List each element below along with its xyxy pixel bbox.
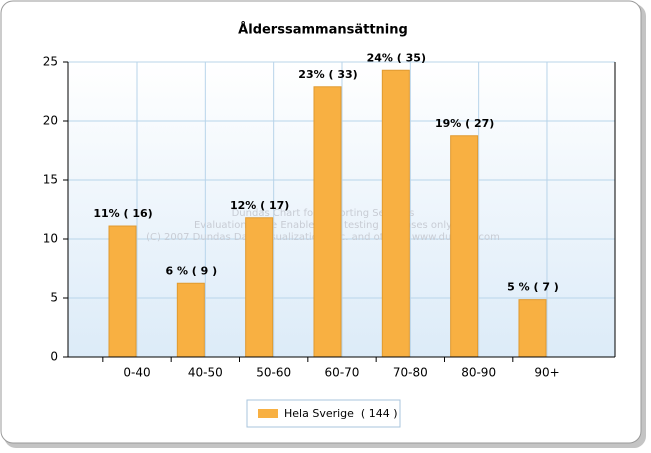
value-label: 24% ( 35) [367, 51, 426, 64]
legend [246, 399, 401, 428]
bar [450, 135, 479, 358]
y-tick-label: 0 [50, 350, 58, 364]
y-tick-label: 15 [43, 173, 58, 187]
value-label: 6 % ( 9 ) [165, 264, 217, 277]
value-label: 19% ( 27) [435, 117, 494, 130]
y-tick-label: 10 [43, 232, 58, 246]
bar [381, 69, 410, 358]
value-label: 23% ( 33) [298, 68, 357, 81]
x-tick-label: 90+ [534, 366, 559, 380]
bar [313, 86, 342, 358]
x-tick-label: 50-60 [256, 366, 291, 380]
legend-swatch [258, 409, 278, 418]
y-tick-label: 20 [43, 114, 58, 128]
x-tick-label: 0-40 [123, 366, 150, 380]
value-label: 11% ( 16) [93, 207, 152, 220]
bar [245, 217, 274, 358]
y-tick-label: 25 [43, 55, 58, 69]
bar [108, 225, 137, 358]
bar [518, 299, 547, 358]
bar [176, 282, 205, 358]
chart-title: Ålderssammansättning [238, 22, 408, 38]
value-label: 5 % ( 7 ) [507, 281, 559, 294]
y-tick-label: 5 [50, 291, 58, 305]
value-label: 12% ( 17) [230, 199, 289, 212]
x-tick-label: 60-70 [325, 366, 360, 380]
x-tick-label: 70-80 [393, 366, 428, 380]
legend-label: Hela Sverige ( 144 ) [284, 407, 398, 420]
x-tick-label: 40-50 [188, 366, 223, 380]
x-tick-label: 80-90 [461, 366, 496, 380]
